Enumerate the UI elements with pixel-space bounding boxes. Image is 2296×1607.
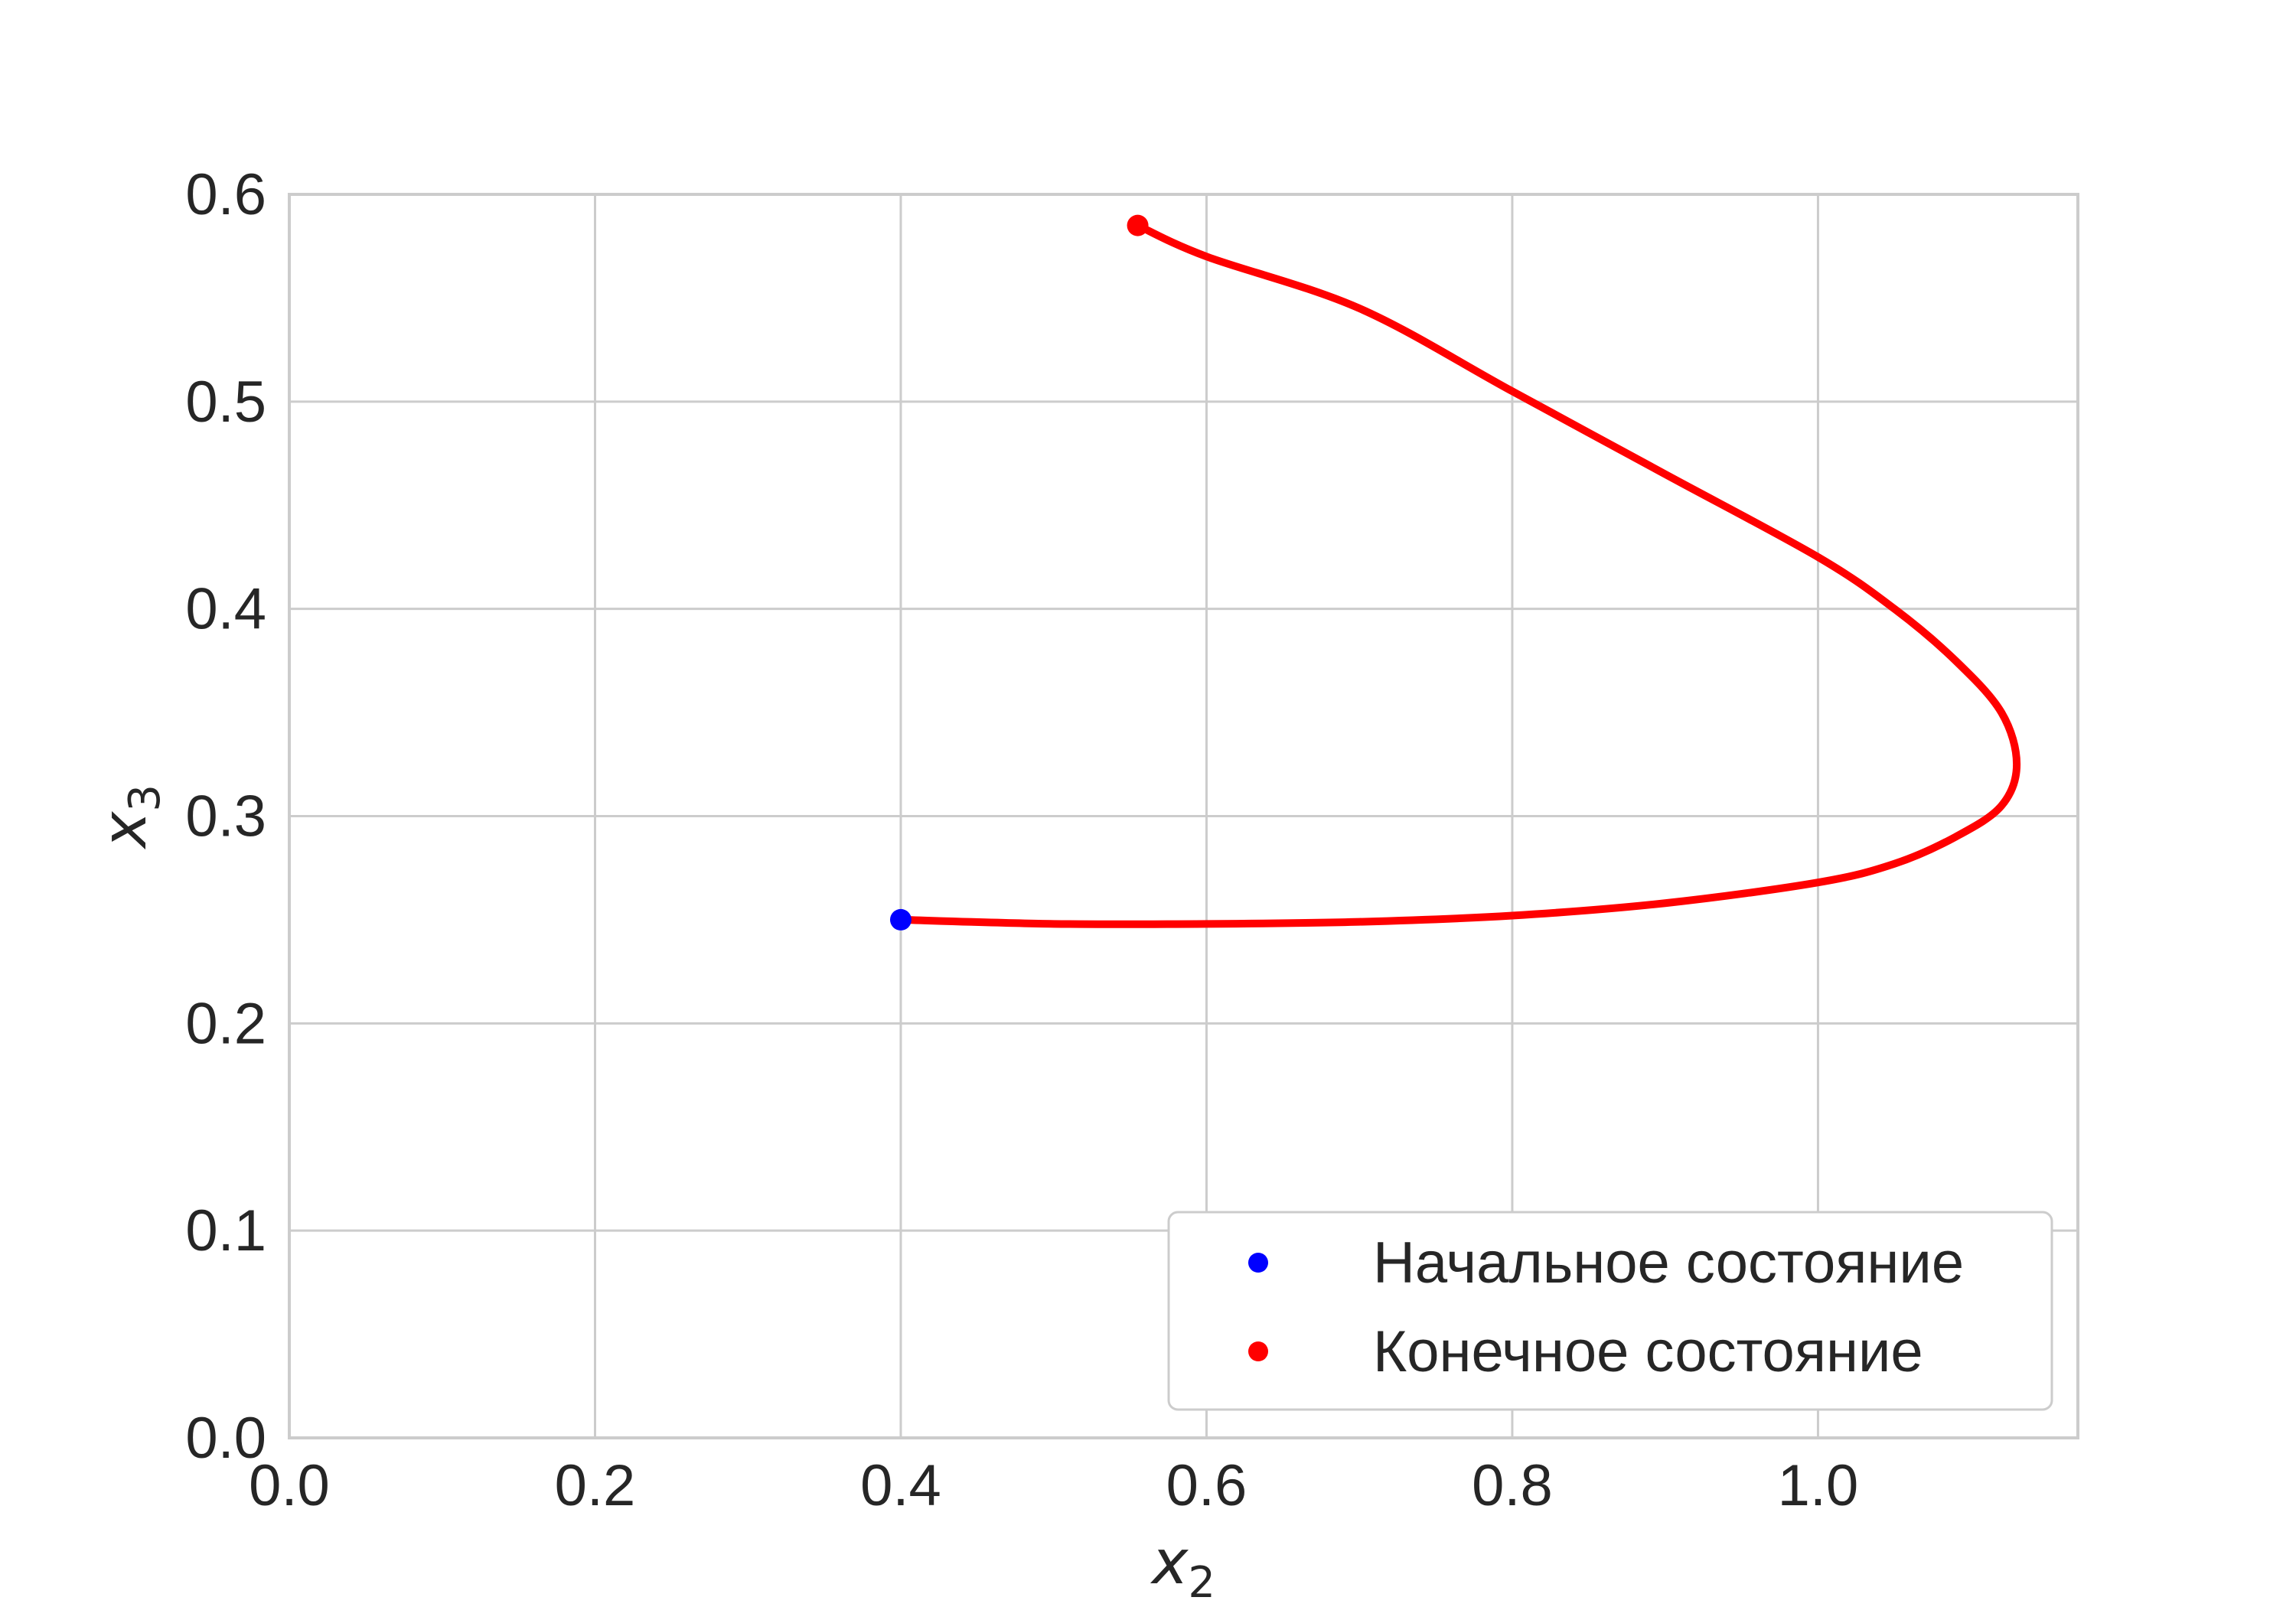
y-tick-label: 0.1	[185, 1198, 266, 1263]
y-tick-label: 0.3	[185, 784, 266, 849]
legend-marker-end	[1248, 1341, 1268, 1361]
x-axis-label-main: x	[1150, 1527, 1189, 1598]
series-markers	[889, 214, 1149, 931]
legend-box	[1167, 1211, 2053, 1411]
x-tick-label: 1.0	[1778, 1453, 1859, 1518]
series-lines	[896, 221, 2021, 928]
y-axis-label: x3	[89, 784, 170, 850]
trajectory-line	[896, 221, 2021, 928]
x-tick-label: 0.4	[860, 1453, 941, 1518]
x-tick-label: 0.0	[249, 1453, 330, 1518]
axes-spines	[288, 193, 2079, 1439]
y-tick-label: 0.6	[185, 162, 266, 227]
y-axis-label-main: x	[89, 810, 160, 850]
axes-frame	[288, 193, 2079, 1439]
x-tick-label: 0.2	[555, 1453, 636, 1518]
x-axis-label-subscript: 2	[1188, 1558, 1215, 1607]
x-tick-labels: 0.0 0.2 0.4 0.6 0.8 1.0	[249, 1453, 1858, 1518]
y-tick-labels: 0.0 0.1 0.2 0.3 0.4 0.5 0.6	[185, 162, 266, 1471]
y-tick-label: 0.0	[185, 1406, 266, 1471]
y-tick-label: 0.2	[185, 991, 266, 1056]
y-axis-label-subscript: 3	[120, 784, 170, 812]
start-point-marker	[889, 908, 912, 931]
legend-label-end: Конечное состояние	[1373, 1319, 1923, 1384]
end-point-marker	[1127, 214, 1149, 236]
legend: Начальное состояние Конечное состояние	[1167, 1211, 2053, 1411]
y-tick-label: 0.4	[185, 577, 266, 642]
legend-label-start: Начальное состояние	[1373, 1231, 1964, 1296]
y-tick-label: 0.5	[185, 370, 266, 435]
x-tick-label: 0.8	[1472, 1453, 1553, 1518]
y-axis-label-group: x3	[89, 784, 170, 850]
x-tick-label: 0.6	[1166, 1453, 1247, 1518]
legend-marker-start	[1248, 1253, 1268, 1273]
x-axis-label: x2	[1150, 1527, 1215, 1607]
